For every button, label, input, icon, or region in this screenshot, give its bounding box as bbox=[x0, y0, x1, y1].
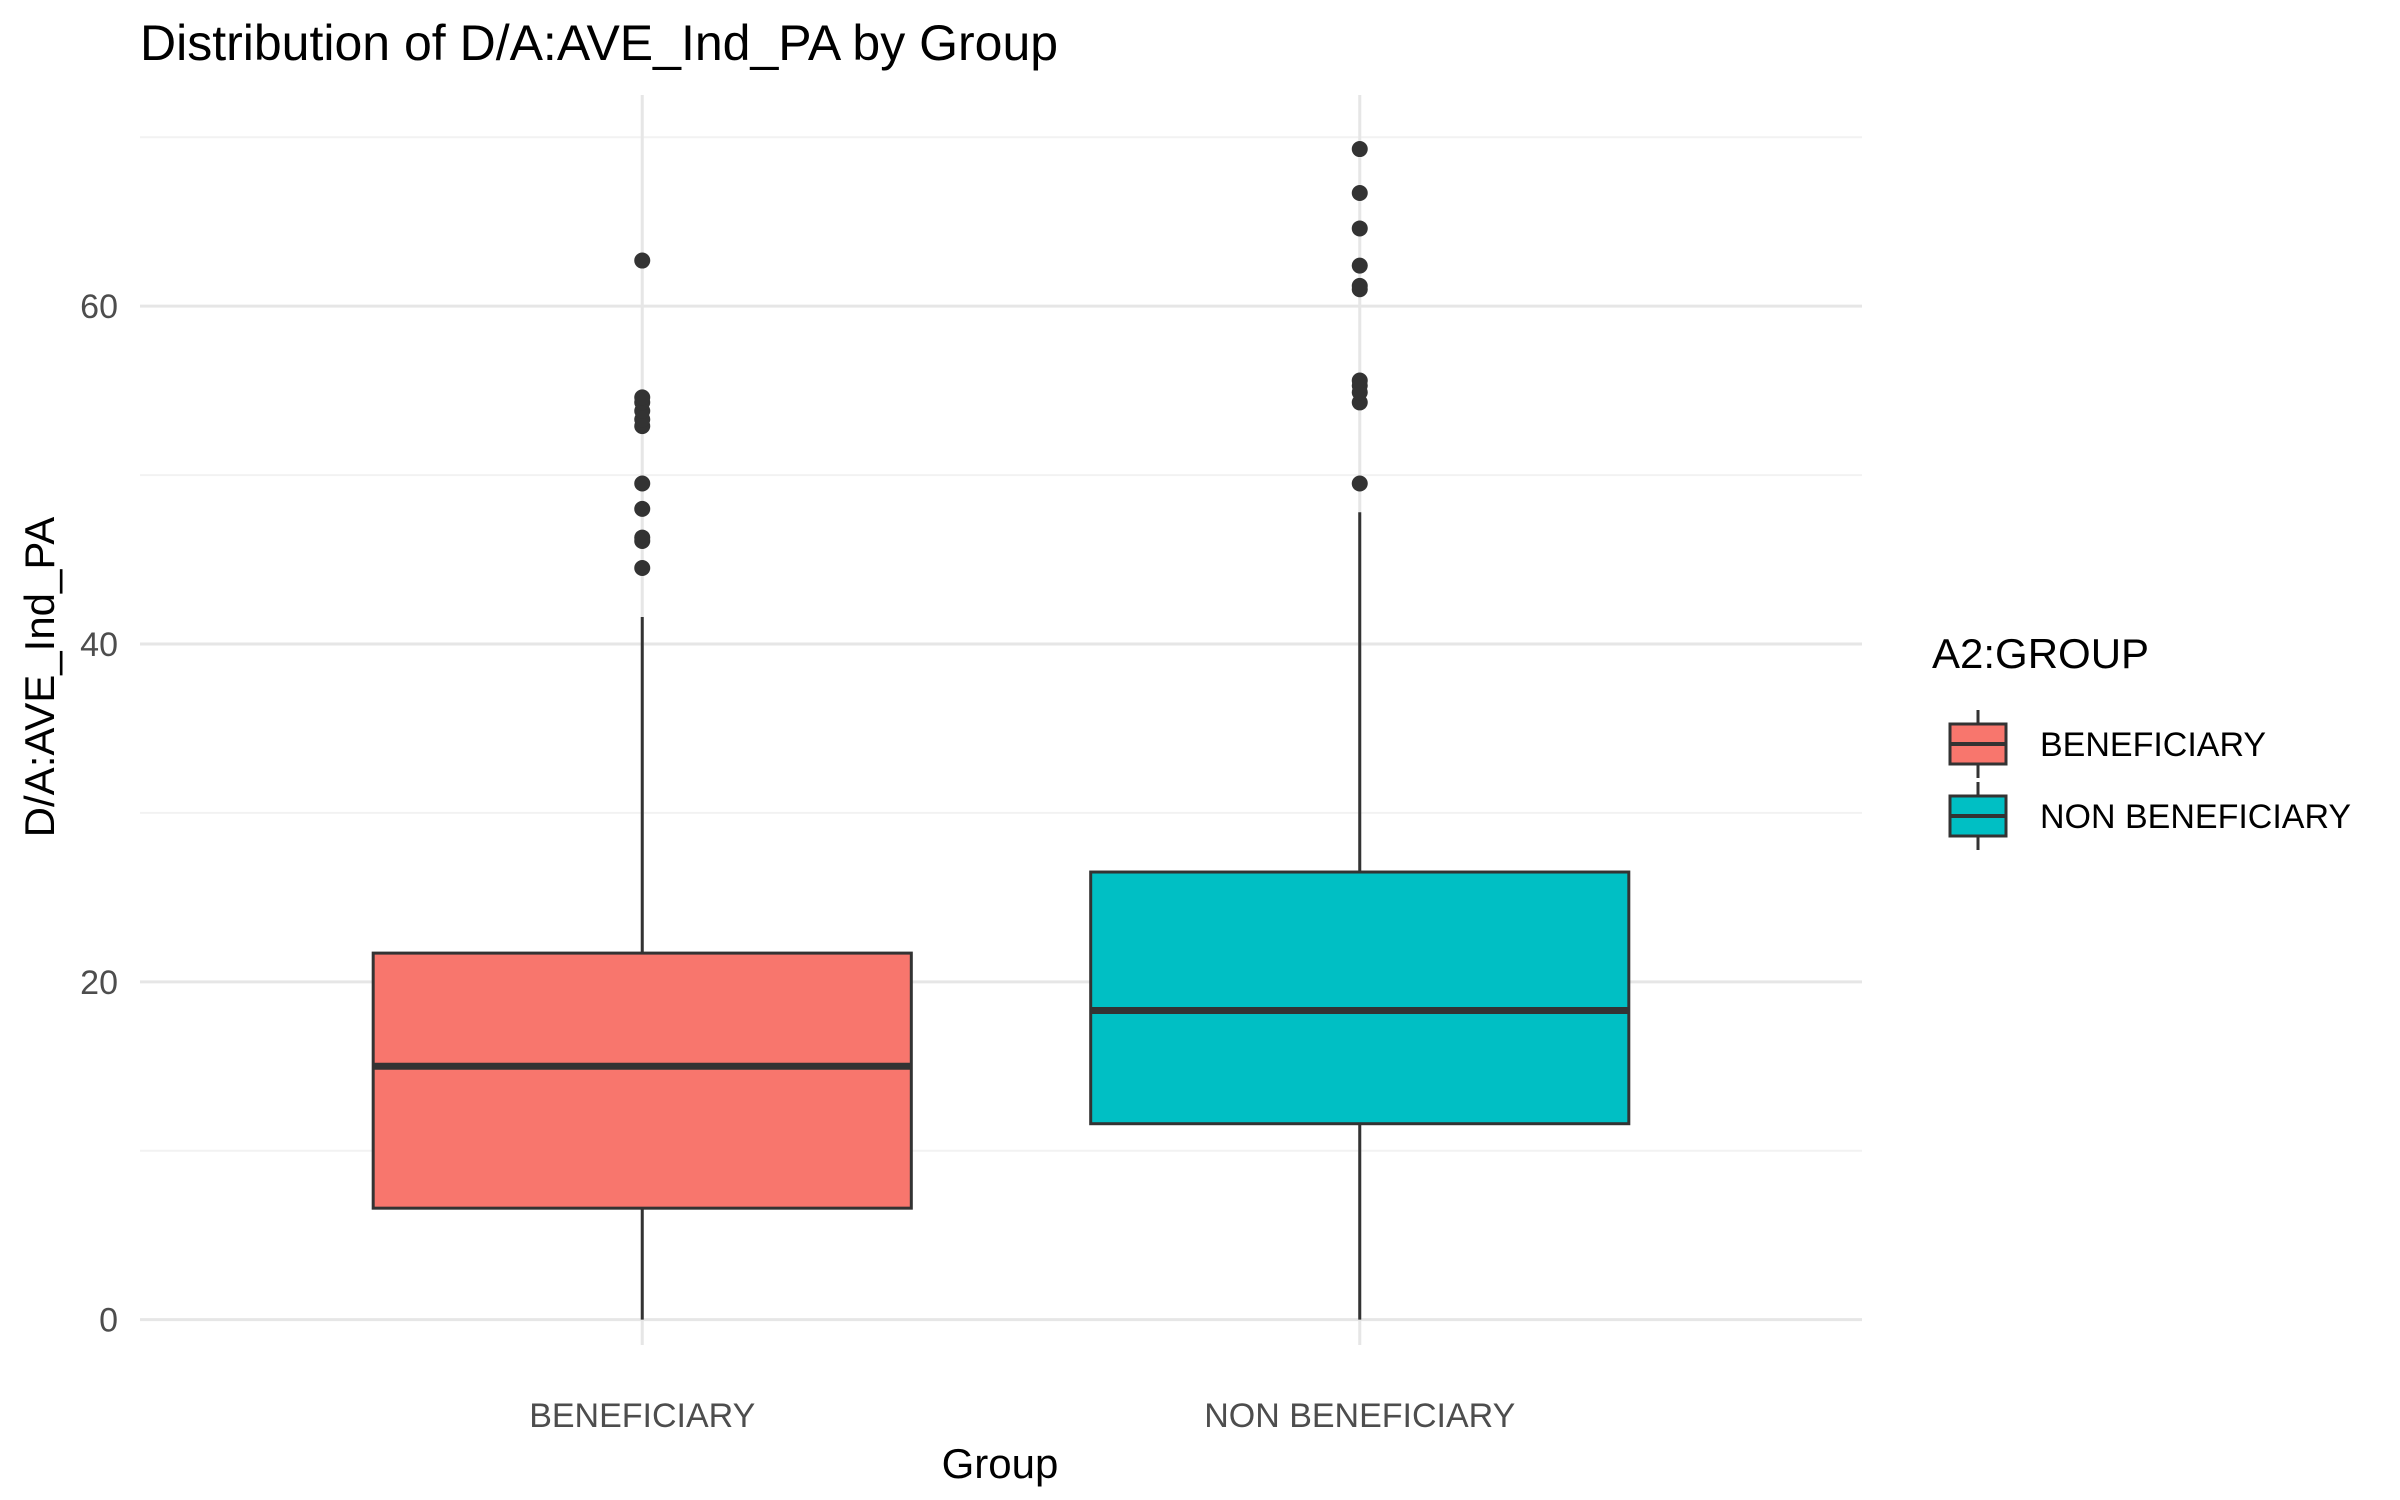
y-tick-label: 40 bbox=[80, 626, 118, 664]
legend-label: NON BENEFICIARY bbox=[2040, 798, 2351, 836]
x-axis-ticks: BENEFICIARY NON BENEFICIARY bbox=[529, 1397, 1515, 1435]
outlier-point bbox=[634, 252, 651, 269]
outlier-point bbox=[634, 475, 651, 492]
y-axis-title: D/A:AVE_Ind_PA bbox=[16, 517, 63, 838]
outlier-point bbox=[1351, 277, 1368, 294]
legend-title: A2:GROUP bbox=[1932, 630, 2149, 677]
y-tick-label: 20 bbox=[80, 964, 118, 1002]
legend-key: BENEFICIARY bbox=[1948, 710, 2266, 778]
box bbox=[371, 951, 913, 1210]
box-group bbox=[371, 252, 913, 1320]
outlier-point bbox=[1351, 372, 1368, 389]
y-tick-label: 60 bbox=[80, 288, 118, 326]
legend-label: BENEFICIARY bbox=[2040, 726, 2266, 764]
y-axis-ticks: 0 20 40 60 bbox=[80, 288, 118, 1340]
boxes bbox=[371, 141, 1631, 1320]
box-group bbox=[1089, 141, 1631, 1320]
legend-key: NON BENEFICIARY bbox=[1948, 782, 2351, 850]
outlier-point bbox=[1351, 141, 1368, 158]
outlier-point bbox=[634, 500, 651, 517]
x-axis-title: Group bbox=[942, 1440, 1059, 1487]
outlier-point bbox=[634, 559, 651, 576]
x-tick-label: NON BENEFICIARY bbox=[1204, 1397, 1515, 1435]
outlier-point bbox=[634, 529, 651, 546]
box bbox=[1089, 870, 1631, 1126]
x-tick-label: BENEFICIARY bbox=[529, 1397, 755, 1435]
outlier-point bbox=[1351, 475, 1368, 492]
chart-title: Distribution of D/A:AVE_Ind_PA by Group bbox=[140, 15, 1058, 71]
outlier-point bbox=[1351, 184, 1368, 201]
legend: A2:GROUP BENEFICIARY NON BENEFICIARY bbox=[1932, 630, 2351, 850]
outlier-point bbox=[1351, 220, 1368, 237]
y-tick-label: 0 bbox=[99, 1302, 118, 1340]
outlier-point bbox=[634, 389, 651, 406]
outlier-point bbox=[1351, 257, 1368, 274]
